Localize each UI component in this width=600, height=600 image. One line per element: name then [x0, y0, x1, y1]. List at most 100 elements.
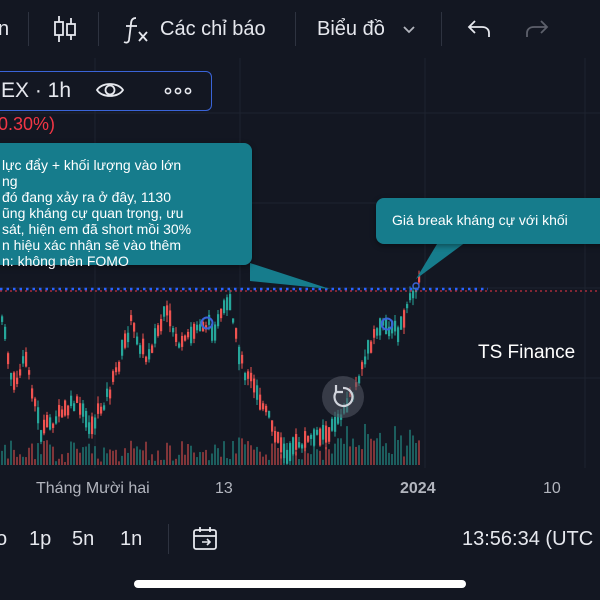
volume-bar [37, 443, 39, 465]
eye-icon[interactable] [95, 79, 125, 101]
volume-bar [244, 444, 246, 465]
volume-bar [91, 453, 93, 465]
candle-body [184, 335, 187, 341]
candle-body [268, 411, 271, 418]
volume-bar [166, 442, 168, 465]
candle-body [151, 345, 154, 353]
candle-body [316, 429, 319, 435]
volume-bar [1, 450, 3, 465]
candle-body [412, 290, 415, 299]
volume-bar [106, 453, 108, 465]
volume-bar [49, 444, 51, 465]
candlestick-icon[interactable] [52, 14, 78, 44]
candle-body [178, 343, 181, 348]
volume-bar [202, 452, 204, 465]
candle-body [52, 423, 55, 428]
volume-bar [112, 450, 114, 465]
candle-body [250, 372, 253, 382]
volume-bar [307, 453, 309, 465]
candle-body [127, 332, 130, 343]
candle-body [121, 339, 124, 356]
chart-type-button[interactable]: Biểu đồ [317, 18, 385, 40]
candle-body [160, 318, 163, 332]
volume-bar [232, 441, 234, 465]
indicators-button[interactable]: Các chỉ báo [160, 18, 266, 40]
volume-bar [304, 445, 306, 465]
volume-bar [301, 459, 303, 465]
annotation-callout-left[interactable]: lực đẩy + khối lượng vào lớn ng đó đang … [0, 143, 252, 269]
annotation-line: sát, hiện em đã short mồi 30% [2, 221, 192, 237]
calendar-goto-icon[interactable] [192, 526, 220, 552]
volume-bar [355, 446, 357, 465]
candle-body [37, 407, 40, 424]
volume-bar [379, 432, 381, 465]
more-horizontal-icon[interactable] [163, 84, 193, 96]
annotation-line: n hiệu xác nhận sẽ vào thêm [2, 237, 182, 253]
candle-body [313, 429, 316, 446]
candle-body [163, 306, 166, 317]
marker-circle[interactable] [412, 282, 420, 290]
range-button-5n[interactable]: 5n [72, 528, 95, 550]
candle-body [244, 373, 247, 381]
range-button-1n[interactable]: 1n [120, 528, 143, 550]
annotation-line: ũng kháng cự quan trọng, ưu [2, 205, 184, 221]
volume-bar [4, 444, 6, 465]
candle-body [118, 361, 121, 372]
home-indicator[interactable] [134, 580, 466, 588]
candle-body [214, 324, 217, 341]
range-fragment[interactable]: o [0, 528, 8, 550]
fx-icon[interactable] [122, 14, 150, 44]
time-axis[interactable]: Tháng Mười hai 13 2024 10 [0, 468, 600, 508]
clock-timezone[interactable]: 13:56:34 (UTC [462, 528, 594, 550]
volume-bar [34, 459, 36, 465]
candle-body [73, 403, 76, 411]
candle-body [277, 431, 280, 443]
candle-body [40, 430, 43, 442]
undo-icon[interactable] [466, 18, 492, 40]
volume-bar [199, 452, 201, 465]
annotation-callout-right[interactable]: Giá break kháng cự với khối [376, 198, 600, 244]
candle-body [4, 326, 7, 340]
chart-area[interactable] [0, 58, 600, 468]
candle-body [7, 353, 10, 365]
candle-body [169, 310, 172, 327]
volume-bar [70, 441, 72, 465]
volume-bar [31, 443, 33, 465]
volume-bar [163, 459, 165, 465]
volume-bar [277, 447, 279, 465]
replay-icon[interactable] [322, 376, 364, 418]
symbol-label[interactable]: EX · 1h [1, 79, 72, 102]
annotation-line: lực đẩy + khối lượng vào lớn [2, 157, 182, 173]
symbol-legend[interactable]: EX · 1h [0, 71, 212, 111]
candle-body [328, 427, 331, 442]
candle-body [76, 396, 79, 403]
x-axis-label: Tháng Mười hai [36, 480, 150, 497]
volume-bar [298, 459, 300, 465]
redo-icon[interactable] [524, 18, 550, 40]
candle-body [253, 378, 256, 393]
marker-circle[interactable] [200, 316, 214, 330]
toolbar-left-fragment[interactable]: n [0, 18, 10, 40]
candle-body [211, 323, 214, 341]
volume-bar [130, 440, 132, 465]
candle-body [280, 437, 283, 453]
candle-body [331, 418, 334, 431]
candle-body [187, 331, 190, 338]
volume-bar [250, 445, 252, 465]
watermark-text: TS Finance [478, 342, 576, 363]
range-button-1p[interactable]: 1p [29, 528, 52, 550]
volume-bar [253, 449, 255, 465]
candle-body [130, 315, 133, 321]
volume-bar [64, 461, 66, 465]
volume-bar [157, 450, 159, 465]
price-chart[interactable] [0, 58, 600, 468]
volume-bar [154, 460, 156, 465]
volume-bar [67, 452, 69, 465]
volume-bar [385, 443, 387, 465]
x-axis-label: 2024 [400, 480, 436, 497]
volume-bar [211, 453, 213, 465]
chevron-down-icon[interactable] [402, 22, 416, 36]
candle-body [181, 335, 184, 347]
marker-circle[interactable] [380, 317, 394, 331]
candle-body [46, 414, 49, 428]
